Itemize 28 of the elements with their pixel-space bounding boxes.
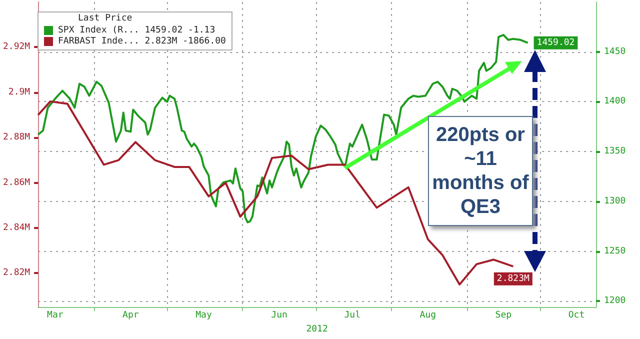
annotation: 220pts or ~11 months of QE3 [428, 116, 533, 226]
y2-tick-label: 1350 [604, 146, 626, 157]
y-tick-label: 2.92M [3, 42, 31, 52]
y-tick-label: 2.9M [8, 87, 31, 98]
x-tick-label: Jun [271, 310, 288, 321]
y2-tick-label: 1250 [604, 246, 626, 256]
x-tick-label: May [196, 310, 212, 321]
y2-tick-label: 1450 [604, 46, 626, 57]
y2-tick-label: 1400 [604, 96, 626, 107]
y2-tick-label: 1300 [604, 196, 626, 206]
legend-title: Last Price [78, 14, 132, 24]
y-tick-label: 2.82M [3, 268, 31, 278]
legend-label: SPX Index (R... 1459.02 -1.13 [58, 26, 216, 36]
x-tick-label: Sep [495, 310, 512, 321]
x-tick-label: Aug [420, 310, 436, 321]
line-series [37, 34, 529, 224]
y-tick-label: 2.86M [3, 178, 31, 188]
data-label: 2.823M [496, 274, 530, 284]
legend-label: FARBAST Inde... 2.823M -1866.00 [58, 36, 226, 46]
x-tick-label: Mar [47, 310, 64, 321]
x-tick-label: Oct [568, 310, 585, 321]
data-label: 1459.02 [536, 38, 575, 48]
x-tick-label: Jul [344, 310, 361, 321]
x-tick-label: Apr [122, 310, 140, 321]
y-tick-label: 2.84M [3, 223, 31, 233]
y2-tick-label: 1200 [604, 296, 626, 306]
x-axis-title: 2012 [306, 324, 328, 334]
y-tick-label: 2.88M [3, 132, 31, 143]
